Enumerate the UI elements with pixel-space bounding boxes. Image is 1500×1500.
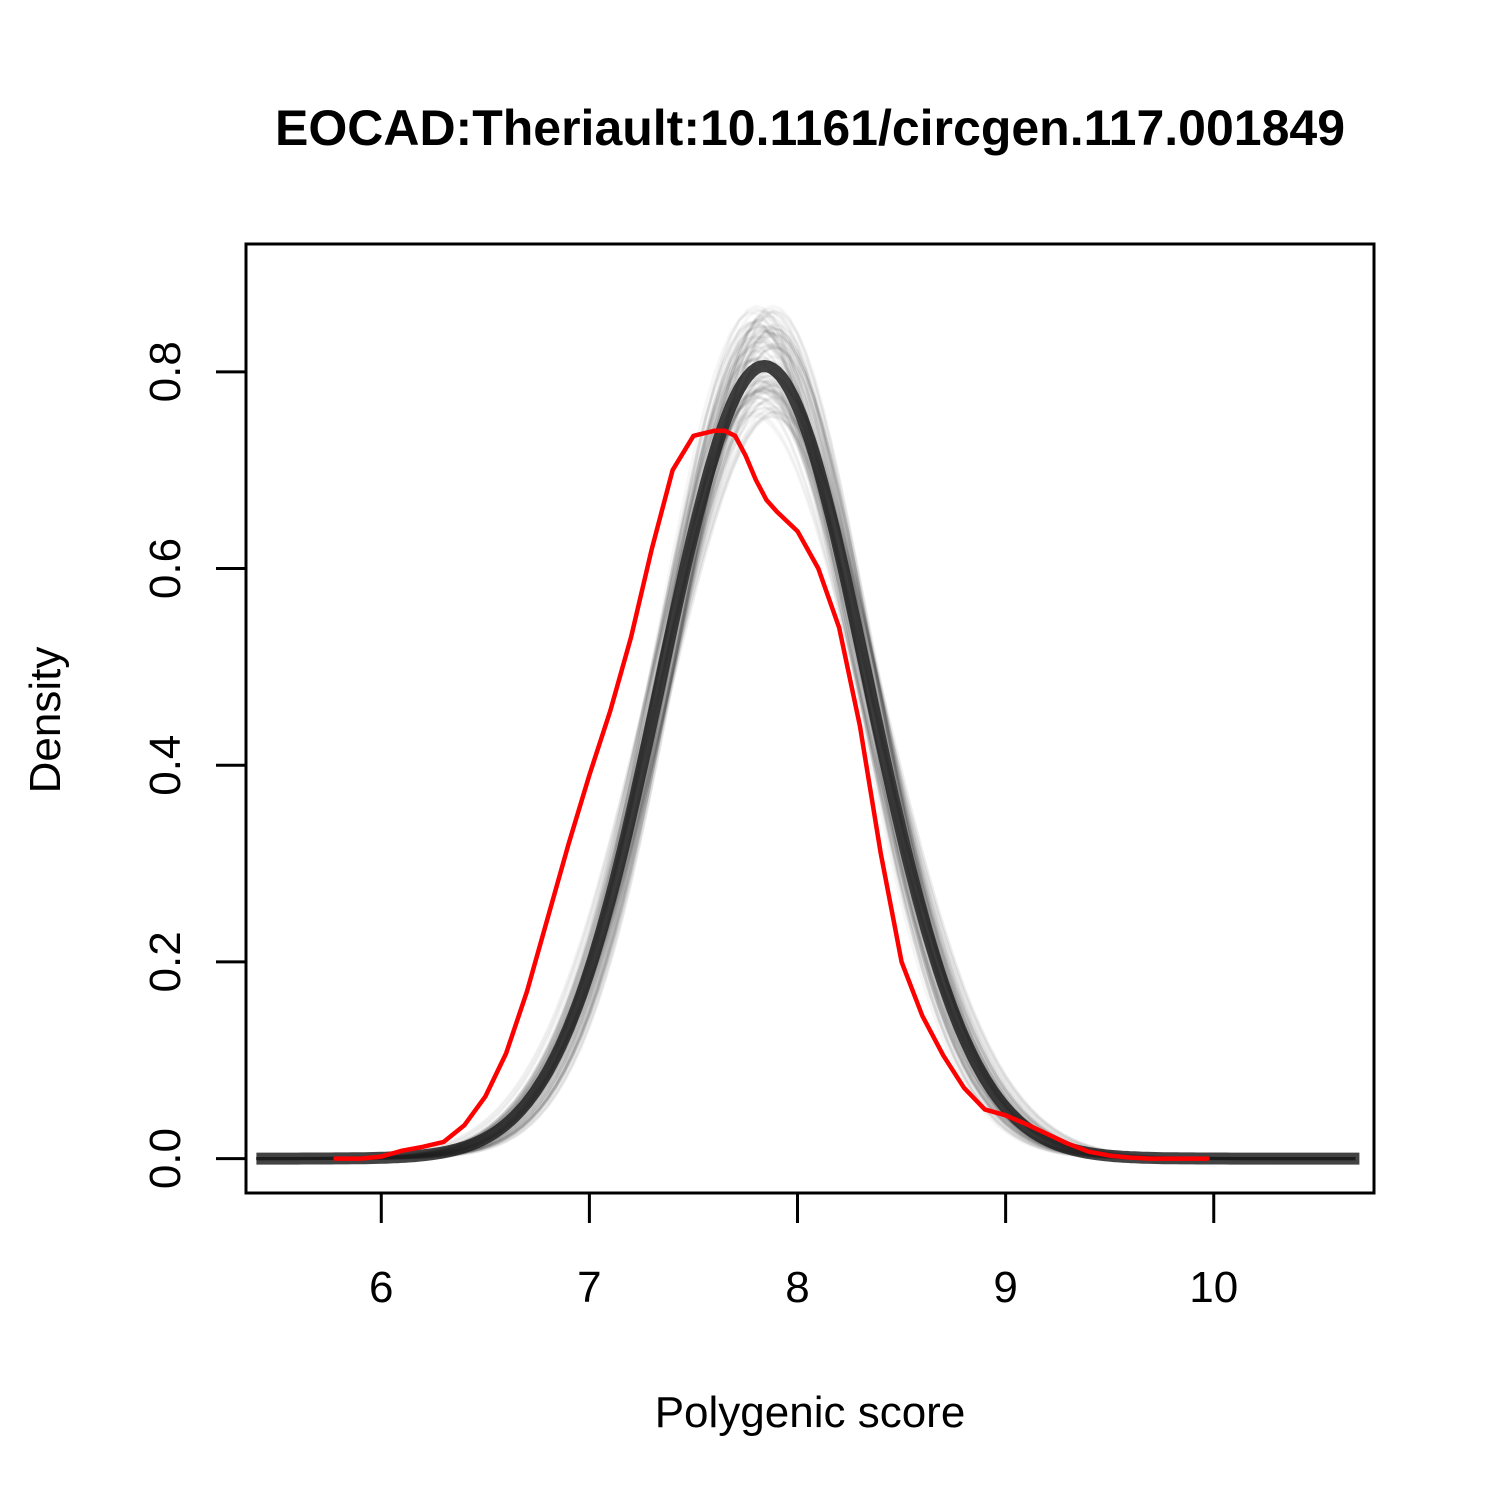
observed-density-group (333, 428, 1210, 1161)
x-tick-label: 7 (577, 1263, 601, 1312)
x-axis-label: Polygenic score (655, 1388, 966, 1437)
y-tick-label: 0.6 (141, 538, 190, 599)
y-tick-label: 0.8 (141, 341, 190, 402)
y-axis: 0.0 0.2 0.4 0.6 0.8 (141, 341, 246, 1189)
observed-density-line (333, 428, 1210, 1161)
x-tick-label: 8 (785, 1263, 809, 1312)
chart-title: EOCAD:Theriault:10.1161/circgen.117.0018… (275, 100, 1345, 156)
y-tick-label: 0.4 (141, 735, 190, 796)
y-axis-label: Density (21, 647, 70, 794)
x-tick-label: 9 (993, 1263, 1017, 1312)
y-tick-label: 0.0 (141, 1128, 190, 1189)
y-tick-label: 0.2 (141, 931, 190, 992)
x-tick-label: 6 (369, 1263, 393, 1312)
x-axis: 6 7 8 9 10 (369, 1193, 1238, 1312)
x-tick-label: 10 (1189, 1263, 1238, 1312)
plot-frame (244, 242, 1376, 1195)
